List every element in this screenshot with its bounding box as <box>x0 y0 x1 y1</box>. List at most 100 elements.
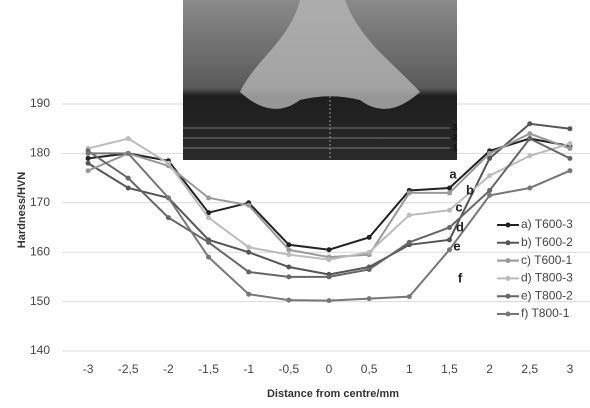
annotation: d <box>456 219 464 234</box>
legend-label: a) T600-3 <box>521 217 573 231</box>
data-point <box>567 126 572 131</box>
data-point <box>407 294 412 299</box>
inset-label: 2 <box>452 132 457 142</box>
data-point <box>567 156 572 161</box>
data-point <box>407 240 412 245</box>
legend-marker <box>506 258 511 263</box>
page: {"chart_data": {"type": "line", "y_label… <box>0 0 590 403</box>
annotation: e <box>453 238 460 253</box>
legend-marker <box>506 223 511 228</box>
x-tick-label: 0 <box>326 362 333 376</box>
x-axis-title: Distance from centre/mm <box>267 388 399 400</box>
data-point <box>206 195 211 200</box>
data-point <box>126 136 131 141</box>
legend-marker <box>506 294 511 299</box>
data-point <box>487 156 492 161</box>
legend-marker <box>506 312 511 317</box>
data-point <box>246 203 251 208</box>
x-tick-label: 1 <box>406 362 413 376</box>
data-point <box>447 185 452 190</box>
data-point <box>327 274 332 279</box>
data-point <box>86 161 91 166</box>
data-point <box>447 190 452 195</box>
data-point <box>86 168 91 173</box>
data-point <box>327 298 332 303</box>
annotation: f <box>458 270 463 285</box>
y-tick-label: 180 <box>30 146 50 160</box>
legend-label: c) T600-1 <box>521 253 572 267</box>
data-point <box>487 188 492 193</box>
y-tick-label: 190 <box>30 96 50 110</box>
data-point <box>286 252 291 257</box>
inset-photo <box>183 0 457 160</box>
legend-label: e) T800-2 <box>521 288 573 302</box>
data-point <box>447 237 452 242</box>
data-point <box>206 255 211 260</box>
data-point <box>527 121 532 126</box>
data-point <box>367 296 372 301</box>
data-point <box>126 176 131 181</box>
data-point <box>126 185 131 190</box>
data-point <box>527 153 532 158</box>
annotation: c <box>455 199 462 214</box>
annotation: a <box>449 166 457 181</box>
data-point <box>367 267 372 272</box>
data-point <box>86 151 91 156</box>
data-point <box>407 190 412 195</box>
data-point <box>487 151 492 156</box>
legend-marker <box>506 240 511 245</box>
data-point <box>487 173 492 178</box>
data-point <box>286 265 291 270</box>
data-point <box>86 156 91 161</box>
x-tick-label: -1,5 <box>198 362 219 376</box>
y-tick-label: 170 <box>30 195 50 209</box>
x-tick-label: -3 <box>83 362 94 376</box>
x-tick-label: -1 <box>243 362 254 376</box>
data-point <box>286 247 291 252</box>
y-tick-label: 150 <box>30 294 50 308</box>
data-point <box>126 151 131 156</box>
data-point <box>327 247 332 252</box>
x-tick-label: 2 <box>486 362 493 376</box>
data-point <box>246 245 251 250</box>
data-point <box>286 298 291 303</box>
data-point <box>246 269 251 274</box>
data-point <box>487 193 492 198</box>
data-point <box>286 274 291 279</box>
x-tick-label: 0,5 <box>361 362 378 376</box>
data-point <box>166 195 171 200</box>
data-point <box>567 168 572 173</box>
legend-label: b) T600-2 <box>521 235 573 249</box>
x-tick-label: -0,5 <box>279 362 300 376</box>
y-axis-title: Hardness/HVN <box>16 172 28 248</box>
data-point <box>206 215 211 220</box>
data-point <box>367 235 372 240</box>
x-tick-label: 1,5 <box>441 362 458 376</box>
annotation: b <box>466 182 474 197</box>
y-tick-label: 140 <box>30 343 50 357</box>
data-point <box>206 240 211 245</box>
data-point <box>567 146 572 151</box>
inset-label: 3 <box>452 122 457 132</box>
data-point <box>246 250 251 255</box>
data-point <box>407 213 412 218</box>
data-point <box>327 257 332 262</box>
data-point <box>527 185 532 190</box>
data-point <box>567 141 572 146</box>
data-point <box>527 131 532 136</box>
data-point <box>447 225 452 230</box>
x-tick-label: 2,5 <box>521 362 538 376</box>
data-point <box>527 136 532 141</box>
inset-label: 1 <box>452 142 457 152</box>
legend-label: d) T800-3 <box>521 271 573 285</box>
x-tick-label: 3 <box>567 362 574 376</box>
data-point <box>447 247 452 252</box>
data-point <box>246 292 251 297</box>
chart: Hardness/HVN Distance from centre/mm 140… <box>0 0 590 403</box>
legend-label: f) T800-1 <box>521 306 570 320</box>
data-point <box>166 215 171 220</box>
data-point <box>367 250 372 255</box>
data-point <box>166 161 171 166</box>
data-point <box>447 208 452 213</box>
x-tick-label: -2,5 <box>118 362 139 376</box>
